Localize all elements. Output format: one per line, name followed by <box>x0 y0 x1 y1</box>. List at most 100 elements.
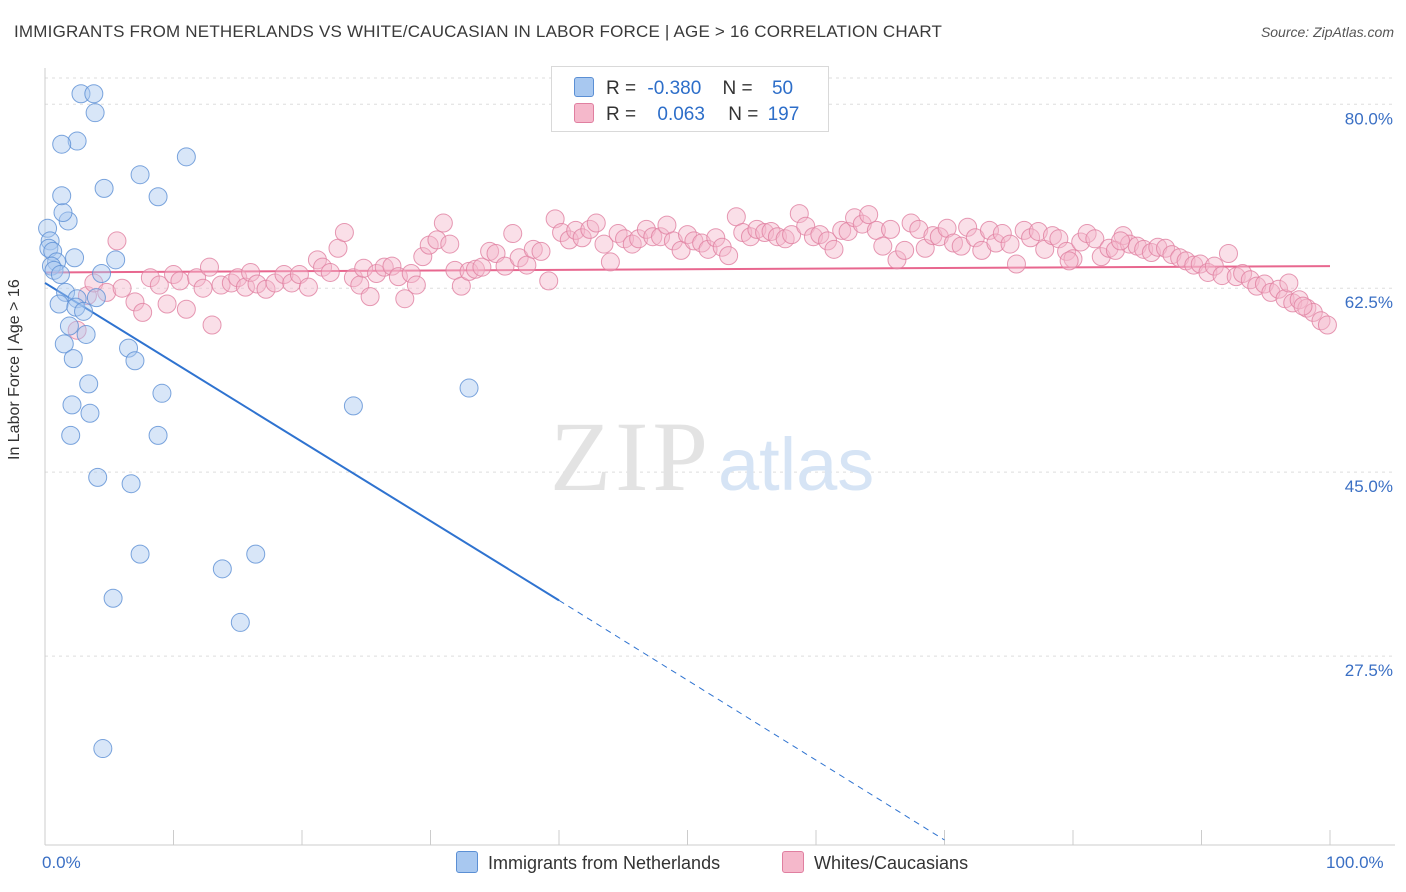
data-point <box>824 239 844 259</box>
data-point <box>1279 273 1299 293</box>
data-point <box>230 612 250 632</box>
legend-r-label: R = <box>606 78 637 99</box>
data-point <box>1111 231 1131 251</box>
data-point <box>503 224 523 244</box>
bottom-legend-netherlands: Immigrants from Netherlands <box>456 851 720 874</box>
data-point <box>130 544 150 564</box>
data-point <box>367 263 387 283</box>
data-point <box>88 467 108 487</box>
data-point <box>125 351 145 371</box>
data-point <box>767 227 787 247</box>
chart-title: IMMIGRANTS FROM NETHERLANDS VS WHITE/CAU… <box>14 22 943 41</box>
data-point <box>895 240 915 260</box>
data-point <box>52 186 72 206</box>
data-point <box>566 220 586 240</box>
data-point <box>50 265 70 285</box>
data-point <box>1021 228 1041 248</box>
data-point <box>1105 240 1125 260</box>
y-tick-label: 27.5% <box>1345 661 1393 680</box>
bottom-legend-whites: Whites/Caucasians <box>782 851 968 874</box>
data-point <box>241 262 261 282</box>
data-point <box>228 268 248 288</box>
data-point <box>67 131 87 151</box>
data-point <box>413 247 433 267</box>
data-point <box>133 302 153 322</box>
data-point <box>979 220 999 240</box>
data-point <box>643 227 663 247</box>
data-point <box>719 246 739 266</box>
data-point <box>103 588 123 608</box>
data-point <box>1204 256 1224 276</box>
data-point <box>986 233 1006 253</box>
source-label: Source: ZipAtlas.com <box>1260 24 1394 40</box>
data-point <box>832 220 852 240</box>
data-point <box>495 256 515 276</box>
data-point <box>148 187 168 207</box>
data-point <box>909 219 929 239</box>
legend-r-value: 0.063 <box>657 104 705 125</box>
data-point <box>54 334 74 354</box>
data-point <box>523 239 543 259</box>
data-point <box>119 338 139 358</box>
data-point <box>187 268 207 288</box>
x-axis <box>44 68 1395 846</box>
data-point <box>651 227 671 247</box>
trend-lines <box>44 265 1331 841</box>
data-point <box>84 84 104 104</box>
data-point <box>1014 220 1034 240</box>
y-tick-label: 80.0% <box>1345 109 1393 128</box>
data-point <box>852 214 872 234</box>
data-point <box>1303 302 1323 322</box>
data-point <box>38 218 58 238</box>
data-point <box>112 278 132 298</box>
data-point <box>157 294 177 314</box>
data-point <box>85 103 105 123</box>
data-point <box>56 282 76 302</box>
trend-line-netherlands-extrapolated <box>558 599 945 841</box>
data-point <box>684 231 704 251</box>
data-point <box>49 294 69 314</box>
data-point <box>901 213 921 233</box>
data-point <box>706 228 726 248</box>
data-point <box>1269 279 1289 299</box>
data-point <box>43 241 63 261</box>
data-point <box>1218 244 1238 264</box>
data-point <box>459 378 479 398</box>
data-point <box>343 268 363 288</box>
data-point <box>62 395 82 415</box>
data-point <box>360 287 380 307</box>
data-point <box>451 276 471 296</box>
data-point <box>1028 221 1048 241</box>
data-point <box>63 349 83 369</box>
data-point <box>782 225 802 245</box>
data-point <box>608 224 628 244</box>
data-point <box>600 252 620 272</box>
legend-r-label: R = <box>606 104 637 125</box>
data-point <box>810 225 830 245</box>
data-point <box>552 223 572 243</box>
data-point <box>472 257 492 277</box>
data-point <box>1247 276 1267 296</box>
trend-line-netherlands <box>44 282 560 602</box>
data-point <box>622 234 642 254</box>
data-point <box>84 273 104 293</box>
data-point <box>992 224 1012 244</box>
watermark: ZIP atlas <box>550 401 874 512</box>
data-point <box>52 134 72 154</box>
data-point <box>539 271 559 291</box>
data-point <box>1059 251 1079 271</box>
data-point <box>1085 229 1105 249</box>
data-point <box>212 559 232 579</box>
y-tick-label: 45.0% <box>1345 477 1393 496</box>
legend-row-netherlands: R = -0.380 N = 50 <box>574 77 793 105</box>
legend-n-label: N = <box>722 78 753 99</box>
data-point <box>176 299 196 319</box>
data-point <box>1293 296 1313 316</box>
data-point <box>747 219 767 239</box>
data-point <box>79 374 99 394</box>
data-point <box>193 278 213 298</box>
data-point <box>354 258 374 278</box>
data-point <box>859 205 879 225</box>
data-point <box>199 257 219 277</box>
